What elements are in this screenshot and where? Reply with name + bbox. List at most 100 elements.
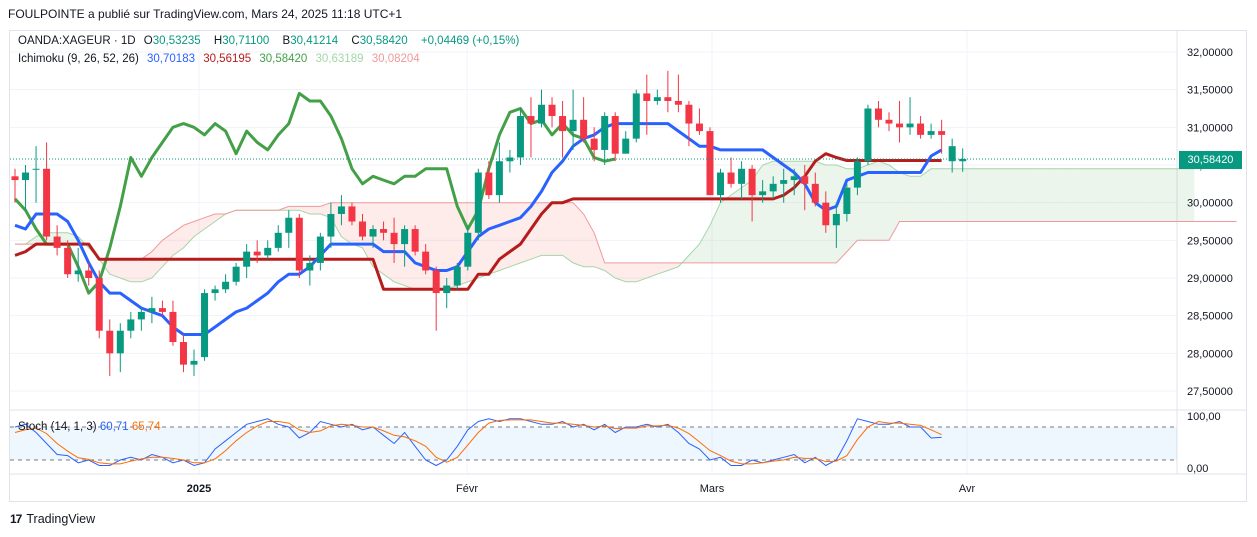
candle-body bbox=[22, 172, 30, 181]
cloud-segment bbox=[552, 202, 563, 256]
candle bbox=[516, 108, 524, 165]
candle bbox=[22, 165, 30, 211]
candle-body bbox=[411, 229, 419, 252]
candle bbox=[717, 168, 725, 203]
price-tick-label: 31,00000 bbox=[1187, 122, 1233, 134]
candle-body bbox=[179, 342, 187, 365]
cloud-segment bbox=[667, 262, 679, 271]
stoch-legend[interactable]: Stoch (14, 1, 3) 60,71 65,74 bbox=[18, 421, 161, 433]
candle-body bbox=[769, 183, 777, 192]
candle bbox=[453, 262, 461, 290]
candle-body bbox=[590, 138, 598, 150]
cloud-segment bbox=[931, 168, 942, 222]
ichimoku-label: Ichimoku (9, 26, 52, 26) bbox=[18, 53, 139, 65]
candle bbox=[917, 116, 925, 139]
price-tick-label: 29,50000 bbox=[1187, 235, 1233, 247]
cloud-segment bbox=[1110, 168, 1121, 222]
candle bbox=[211, 285, 219, 301]
candle bbox=[169, 300, 177, 346]
stoch-label: Stoch (14, 1, 3) bbox=[18, 421, 97, 433]
candle-body bbox=[316, 236, 324, 263]
candle-body bbox=[717, 172, 725, 196]
cloud-segment bbox=[604, 262, 616, 278]
candle bbox=[53, 225, 61, 256]
conversion-value: 30,70183 bbox=[147, 53, 195, 65]
candle bbox=[653, 89, 661, 105]
cloud-segment bbox=[720, 195, 732, 263]
close-label: C bbox=[351, 35, 360, 47]
cloud-segment bbox=[1057, 168, 1068, 222]
stoch-d-value: 65,74 bbox=[131, 421, 161, 433]
cloud-segment bbox=[952, 168, 963, 222]
candle-body bbox=[401, 229, 409, 245]
candle-body bbox=[843, 187, 851, 214]
candle-body bbox=[32, 168, 40, 170]
candle-body bbox=[516, 116, 524, 158]
candle bbox=[885, 112, 893, 132]
ichimoku-legend[interactable]: Ichimoku (9, 26, 52, 26) 30,70183 30,561… bbox=[18, 53, 425, 65]
cloud-segment bbox=[983, 168, 995, 222]
footer[interactable]: 17 TradingView bbox=[10, 512, 95, 526]
cloud-segment bbox=[1068, 168, 1079, 222]
candle-body bbox=[95, 278, 103, 331]
stoch-k-line bbox=[14, 418, 942, 467]
symbol-legend[interactable]: OANDA:XAGEUR · 1D O30,53235 H30,71100 B3… bbox=[18, 35, 524, 47]
candle-body bbox=[864, 108, 872, 162]
cloud-segment bbox=[825, 165, 837, 263]
candle-body bbox=[896, 123, 904, 128]
cloud-segment bbox=[1089, 168, 1100, 222]
candle bbox=[179, 334, 187, 373]
candle-body bbox=[11, 176, 19, 181]
candle-body bbox=[264, 247, 272, 256]
cloud-segment bbox=[109, 259, 121, 278]
tradingview-logo-icon: 17 bbox=[10, 512, 22, 526]
cloud-segment bbox=[120, 259, 131, 282]
candle bbox=[685, 100, 693, 147]
cloud-segment bbox=[783, 161, 795, 263]
candle-body bbox=[569, 119, 577, 132]
stoch-pane: 100,00 0,00 bbox=[10, 411, 1221, 475]
candle bbox=[201, 289, 209, 361]
price-tick-label: 32,00000 bbox=[1187, 47, 1233, 59]
candle bbox=[306, 255, 314, 286]
cloud-segment bbox=[1099, 168, 1111, 222]
candle bbox=[380, 221, 388, 241]
candle bbox=[822, 191, 830, 233]
candle bbox=[959, 148, 967, 172]
cloud-segment bbox=[699, 225, 710, 263]
candle bbox=[569, 89, 577, 150]
candle bbox=[327, 202, 335, 248]
cloud-segment bbox=[172, 225, 184, 256]
candle bbox=[474, 168, 482, 241]
time-tick-label: Mars bbox=[700, 483, 725, 495]
base-line bbox=[14, 152, 942, 291]
candle bbox=[95, 270, 103, 339]
candle-body bbox=[253, 251, 261, 256]
candle-body bbox=[685, 104, 693, 124]
cloud-segment bbox=[941, 168, 953, 222]
candle bbox=[527, 97, 535, 158]
candle bbox=[285, 210, 293, 248]
candle bbox=[422, 244, 430, 275]
cloud-segment bbox=[509, 202, 521, 267]
candle bbox=[832, 202, 840, 248]
cloud-segment bbox=[1046, 168, 1058, 222]
candle-body bbox=[938, 131, 946, 135]
candle-body bbox=[611, 116, 619, 154]
candle bbox=[927, 123, 935, 139]
cloud-segment bbox=[994, 168, 1005, 222]
cloud-segment bbox=[141, 251, 152, 282]
time-tick-label: 2025 bbox=[187, 483, 211, 495]
cloud-segment bbox=[309, 206, 321, 214]
candle-body bbox=[85, 270, 93, 278]
candle-body bbox=[811, 183, 819, 203]
candle bbox=[369, 225, 377, 248]
candle bbox=[401, 225, 409, 267]
price-tick-label: 28,00000 bbox=[1187, 348, 1233, 360]
candle-body bbox=[148, 308, 156, 312]
candle-body bbox=[927, 131, 935, 135]
candle-body bbox=[201, 293, 209, 358]
candle-body bbox=[474, 172, 482, 233]
candle-body bbox=[632, 93, 640, 139]
